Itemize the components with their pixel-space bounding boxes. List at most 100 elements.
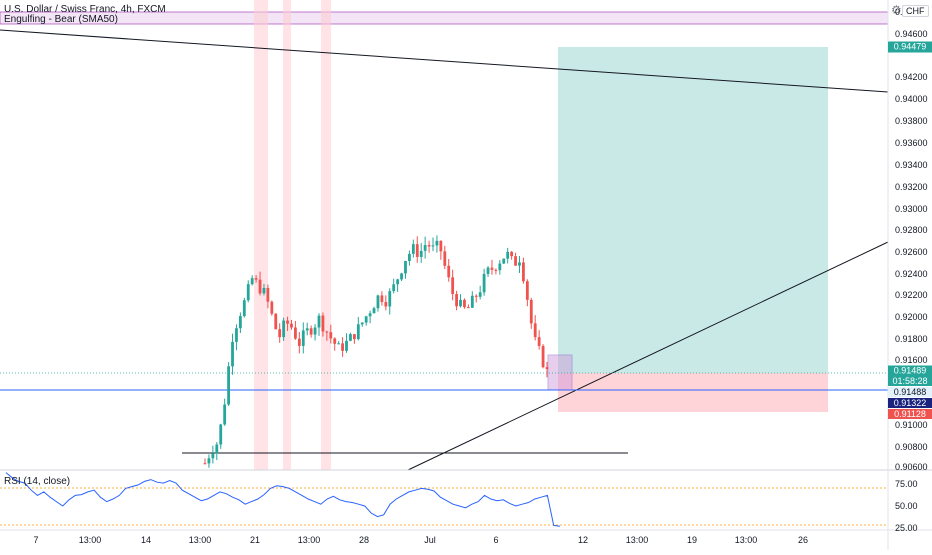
candle-body: [325, 331, 329, 333]
rsi-line[interactable]: [5, 472, 561, 527]
candle-body: [368, 313, 372, 317]
candle-body: [510, 251, 514, 257]
candle-body: [376, 295, 380, 309]
candle-body: [400, 273, 403, 280]
price-tick: 0.92200: [895, 290, 928, 300]
candle-body: [341, 343, 344, 351]
price-tick: 0.93800: [895, 116, 928, 126]
candle-body: [459, 299, 462, 307]
price-tick: 0.91000: [895, 420, 928, 430]
candle-body: [282, 320, 286, 338]
candle-body: [502, 258, 506, 264]
time-tick: 6: [493, 535, 499, 545]
descending-trendline[interactable]: [0, 29, 889, 93]
candle-body: [372, 308, 376, 314]
candle-body: [246, 284, 250, 301]
countdown-badge: 01:58:28: [888, 376, 932, 386]
candle-body: [364, 316, 368, 323]
ascending-trendline[interactable]: [407, 241, 889, 471]
time-tick: 28: [358, 535, 370, 545]
candle-body: [514, 256, 517, 266]
candle-body: [297, 338, 301, 346]
time-tick: 13:00: [625, 535, 649, 545]
candle-body: [274, 313, 278, 330]
candle-body: [506, 251, 510, 259]
highlight-stripes: [254, 0, 331, 470]
candle-body: [431, 245, 435, 247]
candles-group[interactable]: [203, 235, 549, 468]
profit-zone[interactable]: [558, 47, 828, 373]
candle-body: [427, 245, 431, 247]
candle-body: [380, 295, 384, 302]
rsi-tick: 25.00: [895, 523, 918, 533]
stripe: [321, 0, 331, 470]
time-tick: 19: [686, 535, 698, 545]
stripe: [254, 0, 268, 470]
candle-body: [545, 367, 549, 370]
price-tick: 0.90800: [895, 442, 928, 452]
candle-body: [317, 315, 321, 328]
time-tick: Jul: [424, 535, 436, 545]
candle-body: [411, 244, 415, 254]
candle-body: [388, 291, 392, 307]
candle-body: [258, 279, 262, 294]
stop-price-badge: 0.91128: [888, 409, 932, 419]
purple-box[interactable]: [547, 354, 573, 391]
candle-body: [219, 424, 223, 445]
candle-body: [525, 281, 529, 300]
candle-body: [235, 328, 238, 342]
currency-button[interactable]: CHF: [902, 5, 929, 17]
candle-body: [290, 323, 293, 328]
candle-body: [522, 262, 525, 282]
time-tick: 26: [797, 535, 809, 545]
candle-body: [494, 269, 498, 271]
candle-body: [305, 328, 309, 331]
candle-body: [439, 240, 443, 252]
candle-body: [423, 245, 427, 251]
price-tick: 0.94200: [895, 72, 928, 82]
rsi-tick: 75.00: [895, 479, 918, 489]
candle-body: [455, 294, 458, 307]
candle-body: [415, 244, 419, 257]
price-tick: 0.93000: [895, 204, 928, 214]
candle-body: [345, 340, 348, 351]
candle-body: [537, 337, 541, 346]
candle-body: [490, 267, 494, 270]
candle-body: [447, 265, 451, 278]
rsi-label: RSI (14, close): [4, 476, 71, 487]
candle-body: [360, 322, 364, 325]
settings-icon[interactable]: ⚙: [891, 3, 902, 17]
candle-body: [529, 299, 533, 324]
candle-body: [384, 301, 388, 307]
candle-body: [541, 345, 545, 368]
candle-body: [443, 251, 447, 266]
price-tick: 0.91800: [895, 334, 928, 344]
candle-body: [223, 404, 227, 425]
time-tick: 12: [577, 535, 589, 545]
price-tick: 0.92800: [895, 225, 928, 235]
candle-body: [238, 316, 242, 329]
price-tick: 0.93400: [895, 160, 928, 170]
price-tick: 0.: [895, 7, 903, 17]
candle-body: [242, 300, 246, 317]
candle-body: [486, 267, 490, 274]
candle-body: [207, 458, 211, 464]
candle-body: [435, 240, 439, 246]
candle-body: [352, 334, 356, 340]
chart-title: U.S. Dollar / Swiss Franc, 4h, FXCM: [4, 4, 166, 15]
loss-zone[interactable]: [558, 373, 828, 412]
candle-body: [466, 307, 470, 309]
candle-body: [356, 324, 360, 340]
time-tick: 13:00: [78, 535, 102, 545]
candle-body: [533, 323, 537, 338]
time-tick: 13:00: [734, 535, 758, 545]
price-tick: 0.94600: [895, 29, 928, 39]
price-tick: 0.91600: [895, 355, 928, 365]
price-tick: 0.92600: [895, 247, 928, 257]
price-tick: 0.92400: [895, 269, 928, 279]
candle-body: [333, 338, 337, 344]
current-price-badge: 0.91489: [888, 365, 932, 377]
candle-body: [518, 262, 521, 266]
